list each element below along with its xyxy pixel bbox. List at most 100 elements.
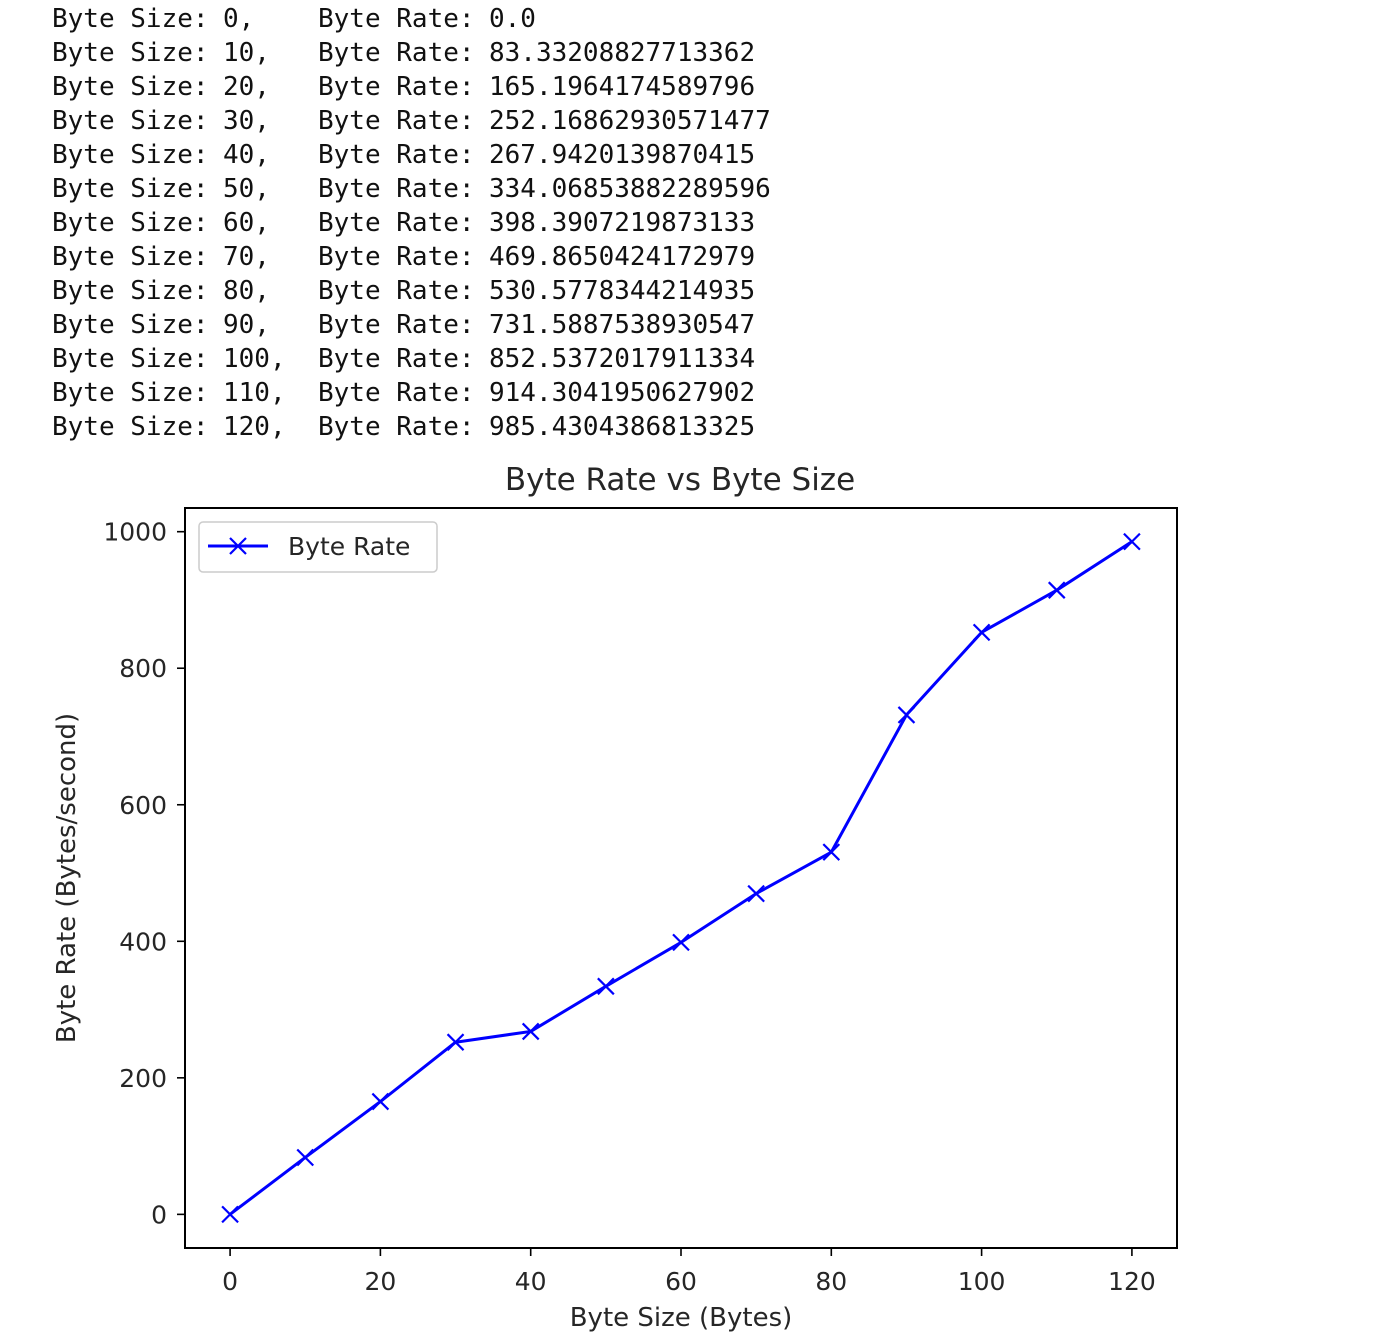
x-tick-label: 100 [958,1267,1006,1296]
legend-box [198,521,438,573]
data-point [221,1205,239,1224]
x-tick-label: 20 [364,1267,396,1296]
data-point [1123,532,1141,551]
data-point [597,977,615,996]
log-line: Byte Size: 80, Byte Rate: 530.5778344214935 [52,274,771,308]
log-size-label: Byte Size: [52,344,209,374]
series-layer [221,532,1141,1224]
log-rate-value: 398.3907219873133 [489,208,756,238]
log-rate-value: 165.1964174589796 [489,72,756,102]
data-point [1047,581,1066,599]
log-size-value: 40, [223,140,270,170]
log-size-value: 80, [223,276,270,306]
log-rate-label: Byte Rate: [318,106,475,136]
log-rate-label: Byte Rate: [318,242,475,272]
log-size-label: Byte Size: [52,310,209,340]
data-point [822,843,841,861]
log-rate-label: Byte Rate: [318,38,475,68]
log-size-label: Byte Size: [52,276,209,306]
x-tick-label: 0 [222,1267,238,1296]
log-rate-label: Byte Rate: [318,378,475,408]
x-tick-label: 40 [515,1267,547,1296]
log-line: Byte Size: 90, Byte Rate: 731.5887538930547 [52,308,771,342]
log-rate-value: 530.5778344214935 [489,276,756,306]
data-point [897,706,916,724]
log-size-label: Byte Size: [52,174,209,204]
log-size-value: 70, [223,242,270,272]
log-line: Byte Size: 40, Byte Rate: 267.9420139870415 [52,138,771,172]
log-rate-value: 731.5887538930547 [489,310,756,340]
legend: Byte Rate [198,521,438,573]
legend-label: Byte Rate [288,532,410,561]
log-rate-value: 985.4304386813325 [489,412,756,442]
chart-title: Byte Rate vs Byte Size [505,462,855,498]
log-rate-label: Byte Rate: [318,310,475,340]
log-size-value: 120, [223,412,286,442]
data-point [747,884,765,903]
log-rate-label: Byte Rate: [318,344,475,374]
log-line: Byte Size: 10, Byte Rate: 83.33208827713362 [52,36,771,70]
data-point [972,623,991,642]
line-chart: Byte Rate vs Byte Size 0 20 40 60 80 100 120 0… [52,462,1178,1333]
log-size-label: Byte Size: [52,208,209,238]
log-rate-value: 469.8650424172979 [489,242,756,272]
log-rate-value: 914.3041950627902 [489,378,756,408]
log-rate-value: 0.0 [489,4,536,34]
log-line: Byte Size: 0, Byte Rate: 0.0 [52,2,771,36]
x-tick-label: 120 [1108,1267,1156,1296]
x-axis-title: Byte Size (Bytes) [570,1303,793,1333]
log-size-value: 50, [223,174,270,204]
x-axis-ticks: 0 20 40 60 80 100 120 [222,1248,1156,1296]
log-size-value: 0, [223,4,255,34]
log-line: Byte Size: 70, Byte Rate: 469.8650424172979 [52,240,771,274]
log-line: Byte Size: 30, Byte Rate: 252.1686293057147… [52,104,771,138]
log-size-label: Byte Size: [52,4,209,34]
data-point [672,933,690,952]
log-size-label: Byte Size: [52,378,209,408]
data-point [296,1148,315,1167]
y-tick-label: 0 [151,1200,167,1229]
log-line: Byte Size: 100, Byte Rate: 852.537201791133… [52,342,771,376]
x-tick-label: 60 [665,1267,697,1296]
log-size-value: 60, [223,208,270,238]
log-size-label: Byte Size: [52,242,209,272]
y-tick-label: 600 [119,791,167,820]
log-rate-label: Byte Rate: [318,72,475,102]
y-axis-ticks: 0 200 400 600 800 1000 [103,518,185,1229]
log-size-label: Byte Size: [52,412,209,442]
x-tick-label: 80 [815,1267,847,1296]
log-size-value: 110, [223,378,286,408]
log-size-value: 20, [223,72,270,102]
log-rate-value: 852.5372017911334 [489,344,756,374]
log-rate-value: 252.16862930571477 [489,106,771,136]
log-size-label: Byte Size: [52,72,209,102]
log-rate-value: 83.33208827713362 [489,38,756,68]
legend-marker-icon [229,537,247,555]
log-size-label: Byte Size: [52,140,209,170]
y-tick-label: 1000 [103,518,167,547]
data-point [371,1092,390,1111]
log-size-value: 10, [223,38,270,68]
log-size-value: 90, [223,310,270,340]
log-line: Byte Size: 50, Byte Rate: 334.0685388228959… [52,172,771,206]
data-point [521,1022,540,1041]
log-line: Byte Size: 110, Byte Rate: 914.304195062790… [52,376,771,410]
y-tick-label: 800 [119,654,167,683]
log-rate-label: Byte Rate: [318,412,475,442]
log-rate-label: Byte Rate: [318,208,475,238]
log-line: Byte Size: 20, Byte Rate: 165.1964174589796 [52,70,771,104]
log-size-value: 30, [223,106,270,136]
log-rate-value: 267.9420139870415 [489,140,756,170]
log-size-value: 100, [223,344,286,374]
data-point [446,1033,465,1051]
log-size-label: Byte Size: [52,106,209,136]
log-rate-value: 334.06853882289596 [489,174,771,204]
log-rate-label: Byte Rate: [318,174,475,204]
log-rate-label: Byte Rate: [318,276,475,306]
y-tick-label: 400 [119,927,167,956]
log-line: Byte Size: 120, Byte Rate: 985.430438681332… [52,410,771,444]
log-size-label: Byte Size: [52,38,209,68]
log-line: Byte Size: 60, Byte Rate: 398.3907219873133 [52,206,771,240]
log-rate-label: Byte Rate: [318,4,475,34]
y-axis-title: Byte Rate (Bytes/second) [52,713,82,1043]
